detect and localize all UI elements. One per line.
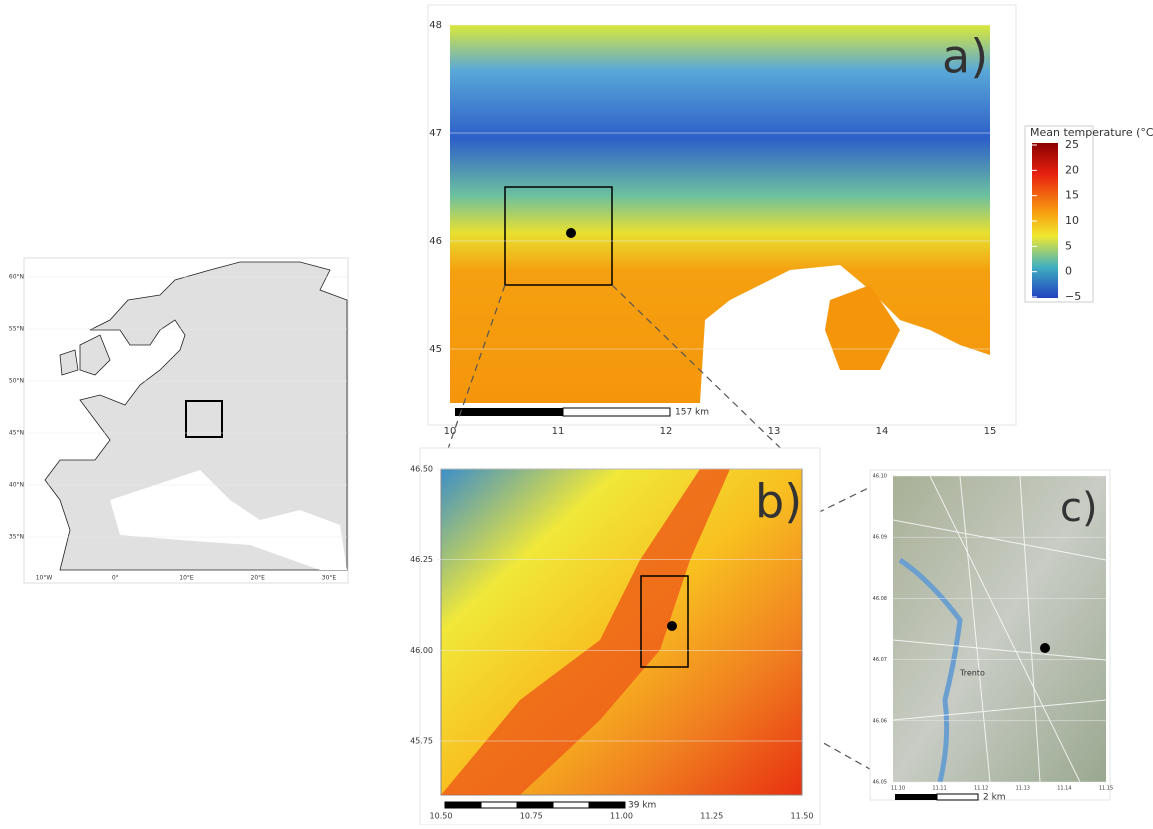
y-tick-label: 46.08	[873, 596, 887, 602]
legend-tick-label: −5	[1065, 290, 1081, 303]
y-tick-label: 46.06	[873, 718, 887, 724]
legend-tick-label: 5	[1065, 239, 1072, 252]
y-tick-label: 60°N	[9, 274, 24, 281]
x-tick-label: 11.11	[932, 786, 946, 792]
x-tick-label: 11.14	[1057, 786, 1071, 792]
scale-bar	[563, 408, 670, 416]
x-tick-label: 30°E	[322, 575, 337, 582]
scale-bar	[937, 794, 978, 800]
x-tick-label: 11.10	[891, 786, 905, 792]
site-marker	[1040, 643, 1050, 653]
scale-bar	[455, 408, 563, 416]
legend-tick-label: 15	[1065, 189, 1079, 202]
y-tick-label: 45.75	[410, 737, 433, 746]
x-tick-label: 11.50	[791, 812, 814, 821]
y-tick-label: 45	[429, 344, 442, 355]
y-tick-label: 35°N	[9, 534, 24, 541]
legend-tick-label: 25	[1065, 138, 1079, 151]
y-tick-label: 45°N	[9, 430, 24, 437]
y-tick-label: 46.07	[873, 657, 887, 663]
y-tick-label: 46.09	[873, 535, 887, 541]
x-tick-label: 11.00	[610, 812, 633, 821]
panel-tag: c)	[1060, 485, 1098, 531]
x-tick-label: 11.15	[1099, 786, 1113, 792]
legend-tick-label: 10	[1065, 214, 1079, 227]
x-tick-label: 10.50	[430, 812, 453, 821]
y-tick-label: 46.05	[873, 780, 887, 786]
panel-tag: a)	[942, 30, 988, 84]
y-tick-label: 47	[429, 128, 442, 139]
y-tick-label: 50°N	[9, 378, 24, 385]
scale-label: 157 km	[675, 408, 709, 418]
panel-tag: b)	[755, 475, 802, 529]
y-tick-label: 46.10	[873, 474, 887, 480]
x-tick-label: 12	[660, 426, 673, 437]
scale-bar	[895, 794, 937, 800]
y-tick-label: 55°N	[9, 326, 24, 333]
page: 60°N 55°N 50°N 45°N 40°N 35°N 10°W 0° 10°E 20°E 30…	[0, 0, 1153, 829]
x-tick-label: 11.13	[1016, 786, 1030, 792]
figure: 60°N 55°N 50°N 45°N 40°N 35°N 10°W 0° 10°E 20°E 30…	[0, 0, 1153, 825]
x-tick-label: 11.12	[974, 786, 988, 792]
site-marker	[667, 621, 677, 631]
y-tick-label: 40°N	[9, 482, 24, 489]
x-tick-label: 20°E	[251, 575, 266, 582]
x-tick-label: 14	[876, 426, 889, 437]
y-tick-label: 46.25	[410, 555, 433, 564]
x-tick-label: 15	[984, 426, 997, 437]
y-tick-label: 46.50	[410, 465, 433, 474]
legend-tick-label: 20	[1065, 163, 1079, 176]
scale-label: 39 km	[628, 801, 656, 811]
y-tick-label: 46.00	[410, 646, 433, 655]
x-tick-label: 0°	[112, 575, 119, 582]
y-tick-label: 48	[429, 20, 442, 31]
x-tick-label: 10.75	[520, 812, 543, 821]
x-tick-label: 10°E	[179, 575, 194, 582]
legend-title: Mean temperature (°C)	[1030, 126, 1153, 139]
legend-tick-label: 0	[1065, 265, 1072, 278]
x-tick-label: 10	[444, 426, 457, 437]
scale-bar	[445, 802, 625, 808]
x-tick-label: 10°W	[36, 575, 53, 582]
x-tick-label: 13	[768, 426, 781, 437]
scale-label: 2 km	[983, 793, 1006, 803]
x-tick-label: 11.25	[700, 812, 723, 821]
y-tick-label: 46	[429, 236, 442, 247]
site-marker	[566, 228, 576, 238]
place-label: Trento	[959, 669, 985, 678]
x-tick-label: 11	[552, 426, 565, 437]
